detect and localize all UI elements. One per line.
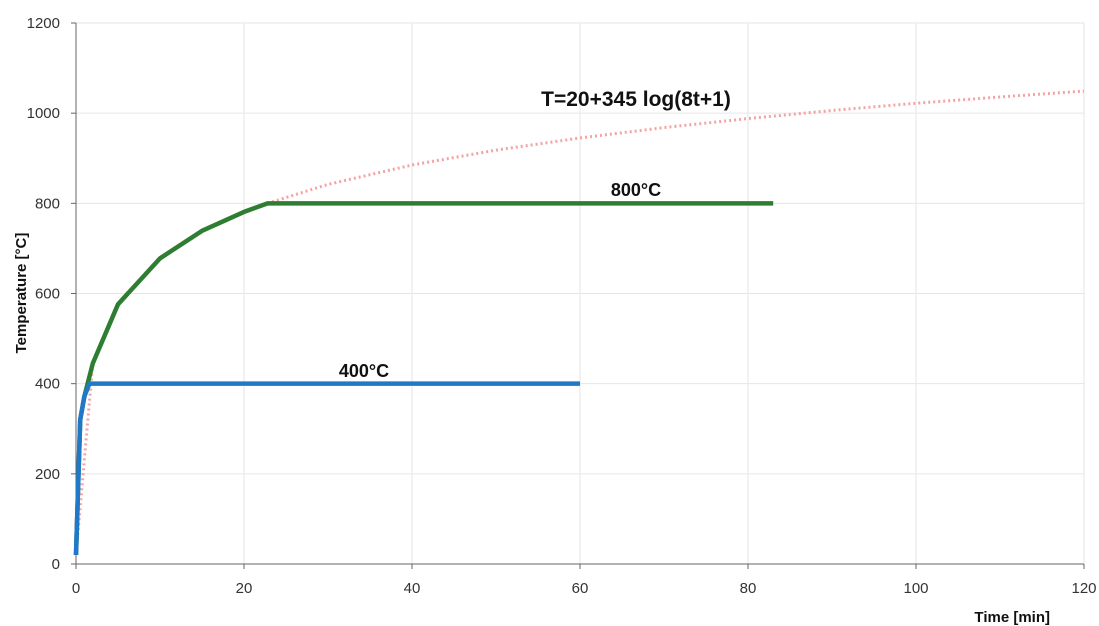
- y-tick-label: 1000: [27, 105, 60, 122]
- series-800: [73, 201, 774, 556]
- x-axis-title: Time [min]: [974, 609, 1050, 626]
- y-tick-label: 400: [35, 376, 60, 393]
- series-400: [73, 381, 580, 556]
- x-tick-label: 80: [740, 580, 757, 597]
- x-tick-label: 0: [72, 580, 80, 597]
- y-tick-label: 1200: [27, 15, 60, 32]
- y-tick-labels: 0 200 400 600 800 1000 1200: [27, 15, 76, 573]
- series-400-label: 400°C: [339, 361, 389, 381]
- x-tick-label: 60: [572, 580, 589, 597]
- y-tick-label: 600: [35, 286, 60, 303]
- y-tick-label: 200: [35, 466, 60, 483]
- series-layer: [73, 89, 1085, 556]
- x-tick-label: 120: [1071, 580, 1096, 597]
- y-tick-label: 0: [52, 556, 60, 573]
- iso-curve-series: [74, 89, 1085, 556]
- y-tick-label: 800: [35, 195, 60, 212]
- y-axis-title: Temperature [°C]: [13, 233, 30, 354]
- series-800-label: 800°C: [611, 180, 661, 200]
- x-tick-label: 20: [236, 580, 253, 597]
- x-tick-label: 100: [903, 580, 928, 597]
- x-tick-labels: 0 20 40 60 80 100 120: [72, 564, 1097, 597]
- x-tick-label: 40: [404, 580, 421, 597]
- iso-formula-label: T=20+345 log(8t+1): [541, 88, 731, 111]
